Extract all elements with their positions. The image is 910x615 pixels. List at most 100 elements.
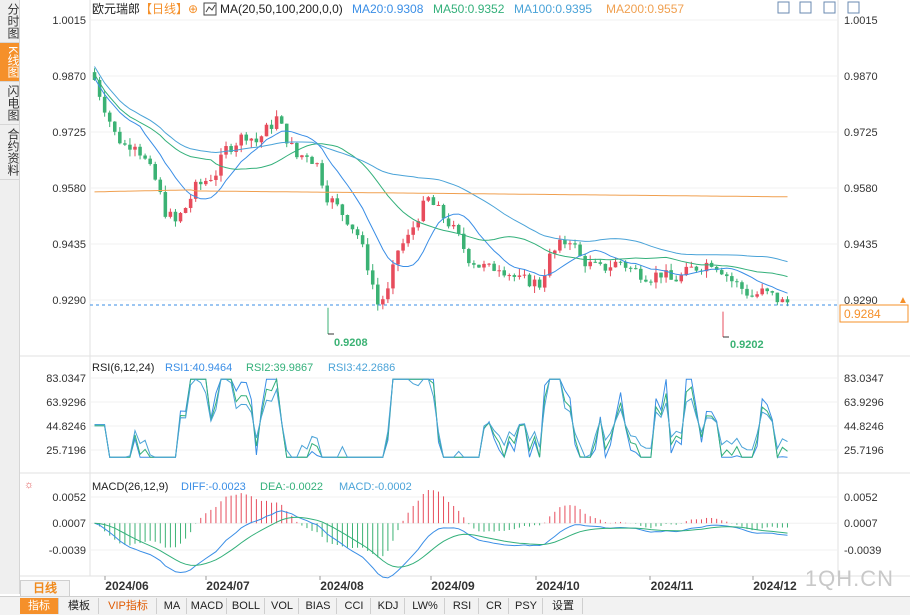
candle-body (244, 134, 249, 141)
settings-icon[interactable] (847, 1, 860, 14)
candle-body (305, 155, 309, 157)
candle-body (224, 146, 228, 155)
candle-body (219, 154, 223, 176)
toolbar-ma[interactable]: MA (158, 598, 187, 614)
candle-body (608, 267, 613, 271)
tab-contract-info[interactable]: 合约资料 (0, 125, 20, 181)
candle-body (719, 270, 724, 275)
rsi-tick-right: 63.9296 (844, 397, 884, 409)
candle-body (128, 144, 132, 150)
candle-body (563, 239, 567, 245)
toolbar-templates[interactable]: 模板 (60, 598, 99, 614)
fullscreen-icon[interactable] (823, 1, 836, 14)
candle-body (593, 261, 598, 263)
candle-body (204, 180, 208, 185)
timeframe-tag: 【日线】 (140, 2, 188, 16)
candle-body (553, 250, 557, 254)
candle-body (780, 299, 785, 303)
candle-body (214, 175, 218, 180)
candle-body (330, 198, 335, 203)
toolbar-macd[interactable]: MACD (188, 598, 227, 614)
ma100-line (94, 66, 788, 263)
candle-body (714, 266, 719, 271)
candle-body (376, 284, 380, 305)
candle-body (315, 163, 319, 165)
candle-body (775, 292, 780, 303)
candle-body (613, 261, 618, 268)
candle-body (401, 243, 405, 251)
candle-body (436, 204, 441, 206)
x-tick-label: 2024/09 (431, 579, 475, 593)
candle-body (654, 272, 658, 283)
rsi-tick-left: 83.0347 (46, 373, 86, 385)
toolbar-bias[interactable]: BIAS (300, 598, 337, 614)
candle-body (502, 270, 506, 276)
macd-macd-value: MACD:-0.0002 (339, 481, 412, 493)
candle-body (274, 116, 279, 129)
candle-body (497, 270, 501, 272)
rsi-title: RSI(6,12,24) (92, 362, 154, 374)
candle-body (547, 253, 552, 276)
macd-dea-line (94, 516, 788, 568)
scroll-up-icon[interactable]: ▲ (898, 295, 908, 306)
add-indicator-icon[interactable]: ⊕ (188, 2, 198, 16)
price-tick-right: 0.9870 (844, 71, 878, 83)
tab-timeshare[interactable]: 分时图 (0, 0, 20, 43)
candle-body (381, 299, 385, 305)
ma-settings-icon[interactable] (203, 2, 217, 16)
ma100-value: MA100:0.9395 (514, 2, 592, 16)
macd-diff-value: DIFF:-0.0023 (181, 481, 246, 493)
toolbar-cr[interactable]: CR (480, 598, 509, 614)
candle-body (451, 224, 456, 227)
toolbar-cci[interactable]: CCI (338, 598, 371, 614)
toolbar-boll[interactable]: BOLL (228, 598, 265, 614)
toolbar-psy[interactable]: PSY (510, 598, 543, 614)
candle-body (517, 275, 522, 277)
candle-body (355, 229, 360, 236)
candle-body (163, 192, 168, 217)
candle-body (290, 142, 294, 144)
ma20-value: MA20:0.9308 (352, 2, 424, 16)
grid-icon[interactable] (799, 1, 812, 14)
watermark-logo: 1QH.CN (804, 566, 894, 591)
toolbar-kdj[interactable]: KDJ (372, 598, 405, 614)
toolbar-vip-indicators[interactable]: VIP指标 (100, 598, 157, 614)
price-tick-right: 0.9290 (844, 295, 878, 307)
price-tick-left: 0.9290 (52, 295, 86, 307)
candle-body (411, 227, 415, 235)
candle-body (183, 207, 188, 213)
timeframe-selector[interactable]: 日线 (20, 580, 70, 597)
candle-body (441, 204, 446, 219)
toolbar-settings[interactable]: 设置 (544, 598, 583, 614)
rsi1-value: RSI1:40.9464 (165, 362, 232, 374)
candle-body (340, 204, 345, 216)
tab-flash[interactable]: 闪电图 (0, 82, 20, 126)
tab-kline[interactable]: K线图 (0, 43, 20, 83)
candle-body (365, 244, 370, 271)
macd-toggle-icon[interactable]: ☼ (24, 479, 34, 491)
toolbar-vol[interactable]: VOL (266, 598, 299, 614)
candle-body (532, 279, 537, 287)
candle-body (264, 124, 269, 137)
candle-body (456, 224, 461, 234)
toolbar-indicators[interactable]: 指标 (20, 598, 59, 614)
ma200-value: MA200:0.9557 (606, 2, 684, 16)
candle-body (573, 243, 577, 245)
candle-body (477, 264, 481, 268)
candle-body (188, 198, 193, 208)
toolbar-rsi[interactable]: RSI (446, 598, 479, 614)
candle-body (97, 79, 102, 97)
candle-body (745, 288, 749, 296)
candle-body (750, 295, 754, 297)
layout-icon[interactable] (777, 1, 790, 14)
macd-tick-right: 0.0052 (844, 492, 878, 504)
low-label-1: 0.9208 (334, 337, 368, 349)
toolbar-lw[interactable]: LW% (406, 598, 445, 614)
rsi-axis: 83.0347 83.0347 63.9296 63.9296 44.8246 44.82… (46, 373, 884, 457)
candle-body (522, 274, 527, 276)
candle-body (482, 263, 486, 268)
x-tick-label: 2024/10 (536, 579, 580, 593)
candle-body (168, 211, 173, 217)
candle-body (234, 145, 238, 152)
candle-body (360, 235, 365, 245)
